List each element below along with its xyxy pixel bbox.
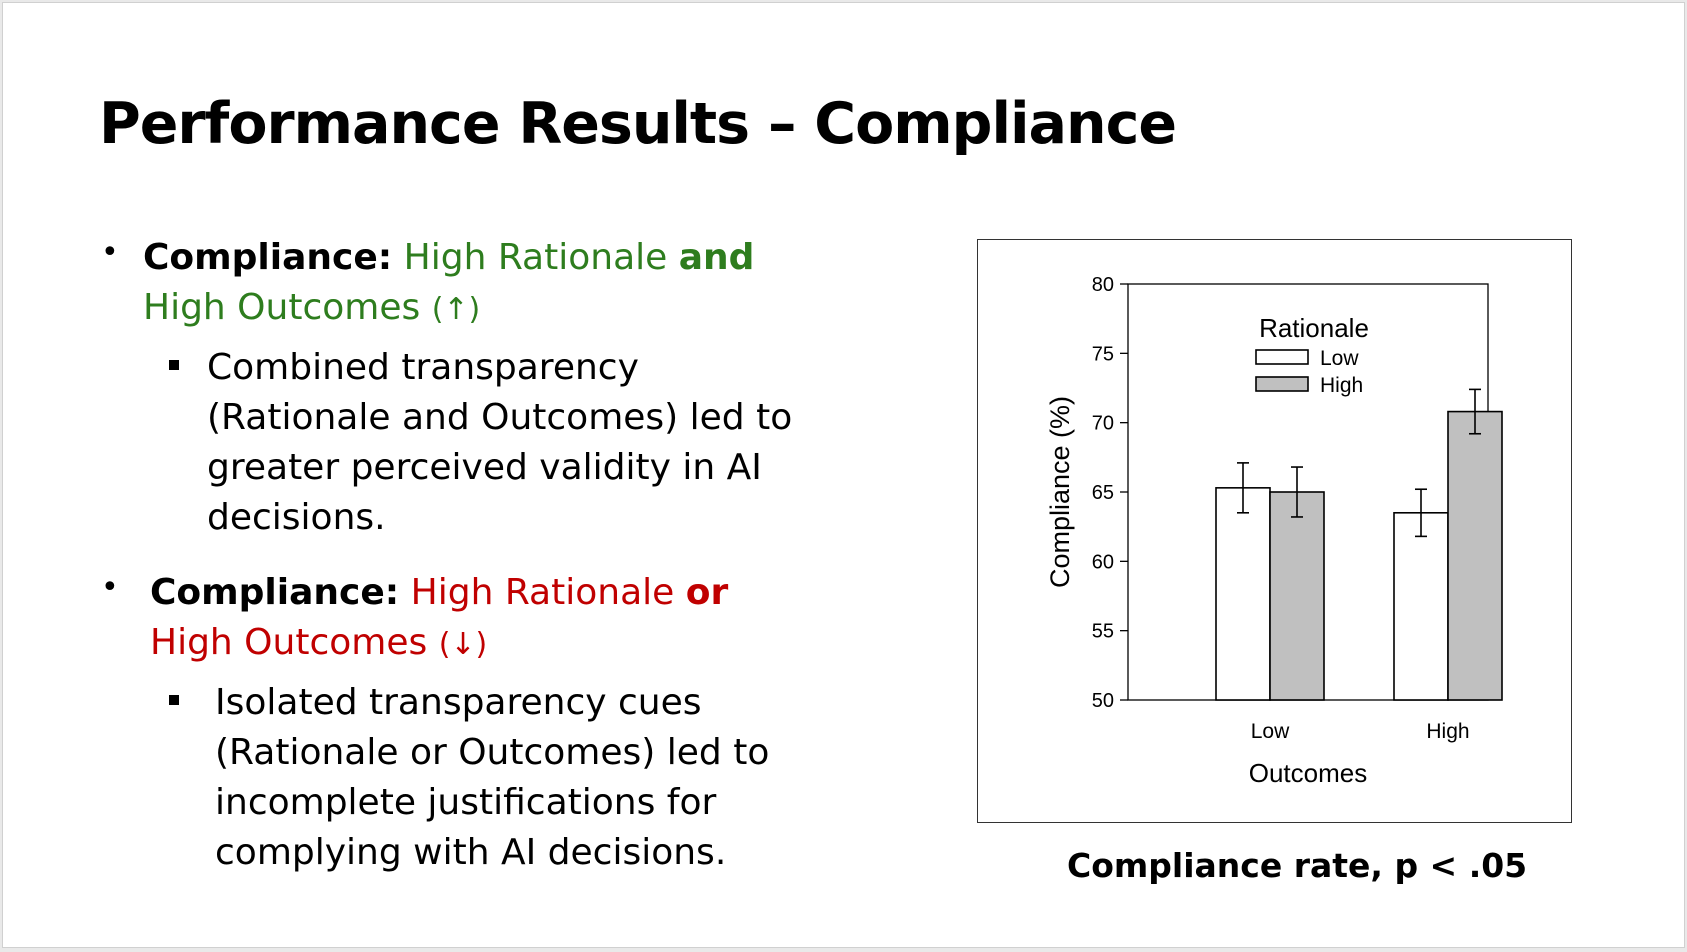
legend-swatch (1255, 376, 1309, 392)
up-arrow-icon: (↑) (431, 292, 481, 327)
bullet-text: Compliance: High Rationale and High Outc… (143, 233, 819, 335)
square-bullet-icon (169, 695, 179, 705)
bullet-item-1: • Compliance: High Rationale and High Ou… (99, 233, 819, 543)
bullet-highlight: High Rationale (410, 572, 686, 613)
sub-bullet-text: Combined transparency (Rationale and Out… (207, 347, 793, 538)
chart-frame: 50 55 60 65 70 75 80 Compliance (%) Low High Outco… (977, 239, 1572, 823)
y-tick-label: 65 (1092, 482, 1114, 504)
y-tick-label: 70 (1092, 413, 1114, 435)
y-tick-label: 80 (1092, 274, 1114, 296)
compliance-bar-chart: 50 55 60 65 70 75 80 Compliance (%) Low High Outco… (1045, 274, 1503, 788)
bullet-item-2: • Compliance: High Rationale or High Out… (99, 568, 819, 878)
bullet-connector: and (678, 237, 755, 278)
sub-bullet: Isolated transparency cues (Rationale or… (169, 678, 819, 878)
bullet-label: Compliance: (150, 572, 400, 613)
x-axis-label: Outcomes (1249, 758, 1368, 788)
slide-title: Performance Results – Compliance (99, 91, 1177, 157)
bullet-label: Compliance: (143, 237, 393, 278)
bullet-highlight: High Outcomes (143, 287, 432, 328)
bar (1393, 511, 1449, 701)
y-axis-label: Compliance (%) (1045, 396, 1075, 588)
y-tick-label: 50 (1092, 690, 1114, 712)
sub-bullet: Combined transparency (Rationale and Out… (169, 343, 819, 543)
bullet-highlight: High Outcomes (150, 622, 439, 663)
down-arrow-icon: (↓) (438, 627, 488, 662)
sub-bullet-text: Isolated transparency cues (Rationale or… (215, 682, 770, 873)
x-tick-label: High (1426, 720, 1469, 743)
bar (1215, 487, 1271, 701)
bullet-text: Compliance: High Rationale or High Outco… (150, 568, 819, 670)
bullet-connector: or (685, 572, 729, 613)
x-tick-label: Low (1251, 720, 1290, 743)
bullet-highlight: High Rationale (403, 237, 679, 278)
bullet-dot: • (101, 570, 119, 605)
chart-caption: Compliance rate, p < .05 (1067, 846, 1528, 885)
legend-label: High (1320, 374, 1363, 397)
y-tick-label: 75 (1092, 343, 1114, 365)
bullet-dot: • (101, 235, 119, 270)
bar (1447, 410, 1503, 701)
square-bullet-icon (169, 360, 179, 370)
legend-title: Rationale (1259, 313, 1369, 343)
y-tick-label: 55 (1092, 621, 1114, 643)
legend-swatch (1255, 349, 1309, 365)
legend-label: Low (1320, 347, 1359, 370)
y-tick-label: 60 (1092, 551, 1114, 573)
bar (1269, 491, 1325, 701)
